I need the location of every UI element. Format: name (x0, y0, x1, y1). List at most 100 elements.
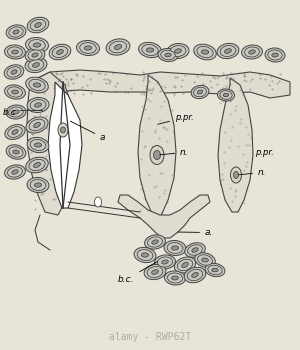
Ellipse shape (34, 162, 40, 167)
Text: alamy - RWP62T: alamy - RWP62T (109, 332, 191, 342)
Ellipse shape (144, 264, 166, 280)
Ellipse shape (192, 273, 198, 278)
Ellipse shape (152, 270, 158, 274)
Ellipse shape (152, 240, 158, 244)
Ellipse shape (57, 50, 63, 54)
Ellipse shape (218, 89, 235, 101)
Ellipse shape (212, 268, 218, 272)
Ellipse shape (148, 237, 163, 247)
Ellipse shape (154, 150, 160, 160)
Ellipse shape (106, 39, 130, 55)
Ellipse shape (4, 85, 26, 99)
Ellipse shape (195, 253, 215, 267)
Ellipse shape (13, 110, 19, 114)
Ellipse shape (4, 165, 26, 179)
Ellipse shape (197, 90, 203, 94)
Ellipse shape (146, 48, 154, 52)
Ellipse shape (4, 65, 24, 79)
Ellipse shape (27, 17, 49, 33)
Ellipse shape (184, 267, 206, 283)
Ellipse shape (6, 145, 26, 159)
Ellipse shape (34, 122, 40, 128)
Ellipse shape (26, 77, 48, 93)
Ellipse shape (198, 255, 212, 265)
Ellipse shape (27, 177, 49, 192)
Text: p.pr.: p.pr. (158, 113, 194, 124)
Ellipse shape (33, 43, 41, 47)
Ellipse shape (11, 70, 17, 74)
Ellipse shape (34, 103, 41, 107)
Ellipse shape (177, 259, 193, 271)
Ellipse shape (191, 85, 209, 99)
Ellipse shape (6, 25, 26, 39)
Ellipse shape (30, 100, 46, 110)
Ellipse shape (162, 260, 168, 264)
Ellipse shape (182, 262, 188, 267)
Ellipse shape (142, 44, 158, 56)
Ellipse shape (12, 50, 18, 54)
Ellipse shape (84, 46, 92, 50)
Ellipse shape (27, 97, 49, 113)
Text: a.: a. (178, 228, 213, 237)
Ellipse shape (49, 44, 71, 60)
Ellipse shape (170, 46, 186, 56)
Ellipse shape (185, 243, 205, 257)
Ellipse shape (32, 53, 38, 57)
Ellipse shape (197, 46, 213, 58)
Ellipse shape (147, 266, 163, 278)
Ellipse shape (161, 50, 175, 60)
Ellipse shape (94, 197, 101, 207)
Ellipse shape (30, 140, 46, 150)
Ellipse shape (7, 67, 21, 77)
Ellipse shape (175, 49, 182, 53)
Ellipse shape (172, 276, 178, 280)
Ellipse shape (202, 258, 208, 262)
Ellipse shape (5, 125, 25, 140)
Ellipse shape (164, 240, 186, 256)
Text: n.: n. (239, 168, 267, 177)
Ellipse shape (26, 157, 48, 173)
Polygon shape (138, 75, 176, 218)
Ellipse shape (242, 45, 262, 59)
Ellipse shape (223, 93, 229, 97)
Ellipse shape (6, 105, 26, 119)
Polygon shape (48, 82, 82, 208)
Ellipse shape (233, 172, 238, 178)
Ellipse shape (76, 41, 100, 56)
Polygon shape (218, 78, 253, 212)
Ellipse shape (28, 60, 44, 70)
Ellipse shape (30, 180, 46, 190)
Ellipse shape (154, 255, 176, 269)
Ellipse shape (29, 159, 45, 171)
Ellipse shape (217, 43, 239, 59)
Ellipse shape (139, 42, 161, 58)
Ellipse shape (9, 147, 23, 157)
Ellipse shape (12, 130, 18, 134)
Ellipse shape (8, 167, 22, 177)
Ellipse shape (25, 57, 47, 73)
Ellipse shape (158, 257, 172, 267)
Ellipse shape (244, 47, 260, 57)
Ellipse shape (220, 46, 236, 56)
Ellipse shape (158, 48, 178, 62)
Ellipse shape (150, 146, 164, 164)
Ellipse shape (174, 257, 196, 273)
Ellipse shape (192, 248, 198, 252)
Ellipse shape (164, 271, 185, 285)
Ellipse shape (9, 27, 23, 37)
Text: n.: n. (160, 148, 189, 157)
Ellipse shape (194, 87, 206, 97)
Ellipse shape (208, 265, 222, 275)
Ellipse shape (142, 253, 148, 257)
Ellipse shape (29, 79, 45, 91)
Ellipse shape (265, 48, 285, 62)
Ellipse shape (33, 63, 39, 67)
Polygon shape (30, 70, 290, 98)
Ellipse shape (58, 123, 68, 137)
Ellipse shape (80, 43, 96, 54)
Ellipse shape (268, 50, 282, 60)
Ellipse shape (12, 170, 18, 174)
Ellipse shape (26, 37, 49, 52)
Ellipse shape (4, 45, 26, 59)
Ellipse shape (230, 167, 242, 183)
